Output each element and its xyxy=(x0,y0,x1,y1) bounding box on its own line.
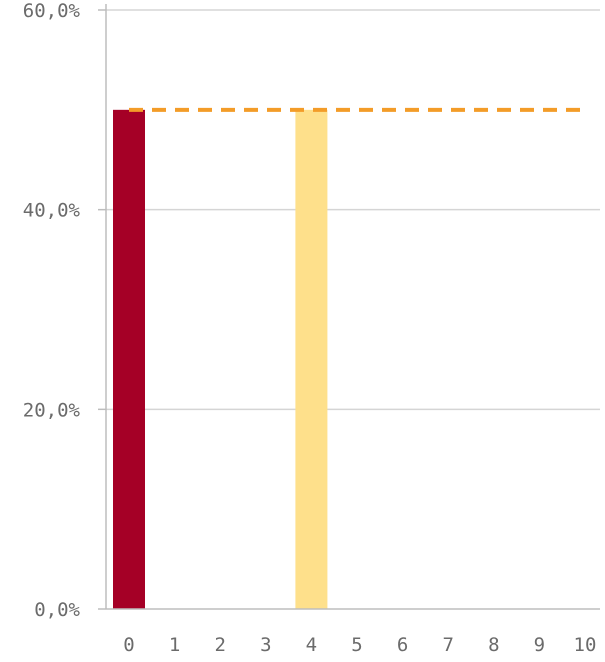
x-tick-label: 6 xyxy=(397,634,408,656)
x-tick-label: 8 xyxy=(488,634,499,656)
grid-lines xyxy=(106,9,600,411)
y-tick-label: 0,0% xyxy=(34,599,80,621)
x-tick-label: 3 xyxy=(260,634,271,656)
y-tick-label: 20,0% xyxy=(23,399,81,421)
x-axis-tick-labels: 0 1 2 3 4 5 6 7 8 9 10 xyxy=(123,634,596,656)
bars xyxy=(113,109,328,609)
bar-4 xyxy=(295,109,328,609)
y-tick-label: 60,0% xyxy=(23,0,81,22)
x-tick-label: 4 xyxy=(306,634,317,656)
x-tick-label: 1 xyxy=(169,634,180,656)
x-tick-label: 5 xyxy=(351,634,362,656)
x-tick-label: 7 xyxy=(442,634,453,656)
bar-0 xyxy=(113,109,145,609)
y-tick-label: 40,0% xyxy=(23,200,81,222)
x-tick-label: 10 xyxy=(574,634,597,656)
x-tick-label: 0 xyxy=(123,634,134,656)
x-tick-label: 2 xyxy=(214,634,225,656)
y-axis-tick-labels: 0,0% 20,0% 40,0% 60,0% xyxy=(23,0,106,621)
x-tick-label: 9 xyxy=(534,634,545,656)
